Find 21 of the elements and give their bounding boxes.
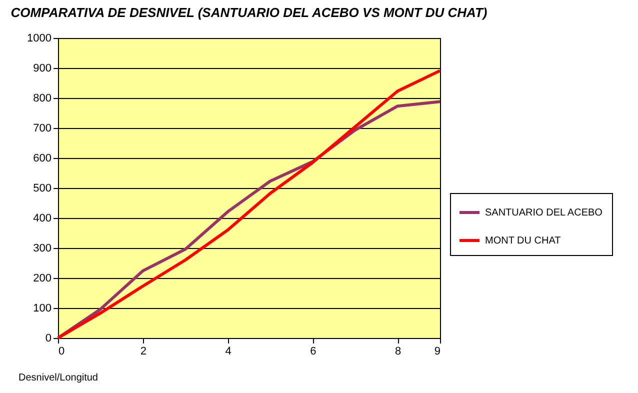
legend-label: MONT DU CHAT: [485, 236, 561, 246]
x-tick-label: 9: [434, 346, 440, 358]
x-tick-label: 2: [140, 346, 146, 358]
y-tick-label: 900: [33, 62, 52, 74]
x-tick-label: 4: [225, 346, 232, 358]
x-tick-label: 6: [310, 346, 316, 358]
y-tick-label: 500: [33, 182, 52, 194]
y-tick-label: 200: [33, 272, 52, 284]
y-tick-label: 400: [33, 212, 52, 224]
y-tick-label: 300: [33, 242, 52, 254]
y-tick-label: 600: [33, 152, 52, 164]
y-tick-label: 800: [33, 92, 52, 104]
y-tick-label: 0: [45, 332, 52, 344]
x-tick-label: 8: [394, 346, 402, 358]
x-axis-title: Desnivel/Longitud: [18, 372, 98, 384]
y-tick-label: 100: [33, 302, 52, 314]
chart-title: COMPARATIVA DE DESNIVEL (SANTUARIO DEL ACEBO VS MONT DU CHAT): [10, 5, 488, 20]
legend-label: SANTUARIO DEL ACEBO: [485, 208, 603, 218]
x-tick-label: 0: [58, 346, 65, 358]
y-tick-label: 700: [33, 122, 52, 134]
y-tick-label: 1000: [27, 32, 52, 44]
